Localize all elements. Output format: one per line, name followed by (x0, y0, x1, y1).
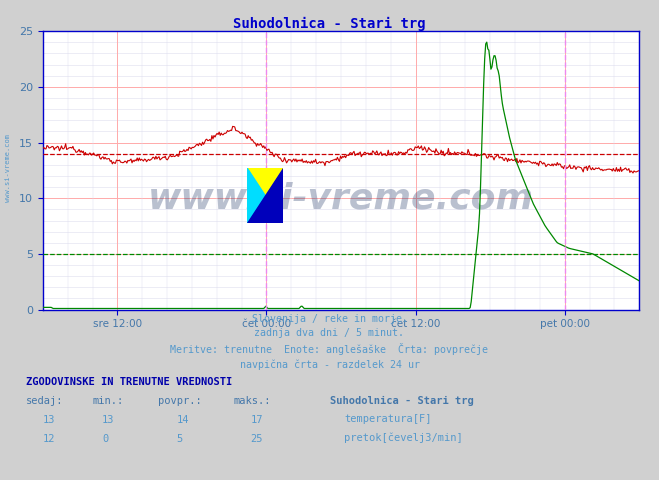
Text: sedaj:: sedaj: (26, 396, 64, 406)
Text: povpr.:: povpr.: (158, 396, 202, 406)
Text: 13: 13 (43, 415, 55, 425)
Text: 25: 25 (250, 434, 263, 444)
Text: Suhodolnica - Stari trg: Suhodolnica - Stari trg (233, 17, 426, 31)
Polygon shape (247, 168, 283, 223)
Text: 0: 0 (102, 434, 108, 444)
Text: Suhodolnica - Stari trg: Suhodolnica - Stari trg (330, 396, 473, 406)
Polygon shape (247, 168, 283, 223)
Text: min.:: min.: (92, 396, 123, 406)
Text: 5: 5 (177, 434, 183, 444)
Text: www.si-vreme.com: www.si-vreme.com (5, 134, 11, 202)
Polygon shape (247, 168, 283, 223)
Text: www.si-vreme.com: www.si-vreme.com (148, 181, 534, 215)
Text: ZGODOVINSKE IN TRENUTNE VREDNOSTI: ZGODOVINSKE IN TRENUTNE VREDNOSTI (26, 377, 233, 387)
Text: maks.:: maks.: (234, 396, 272, 406)
Text: 13: 13 (102, 415, 115, 425)
Text: temperatura[F]: temperatura[F] (344, 414, 432, 424)
Text: 12: 12 (43, 434, 55, 444)
Text: pretok[čevelj3/min]: pretok[čevelj3/min] (344, 433, 463, 444)
Text: Slovenija / reke in morje.
zadnja dva dni / 5 minut.
Meritve: trenutne  Enote: a: Slovenija / reke in morje. zadnja dva dn… (171, 314, 488, 370)
Text: 17: 17 (250, 415, 263, 425)
Text: 14: 14 (177, 415, 189, 425)
